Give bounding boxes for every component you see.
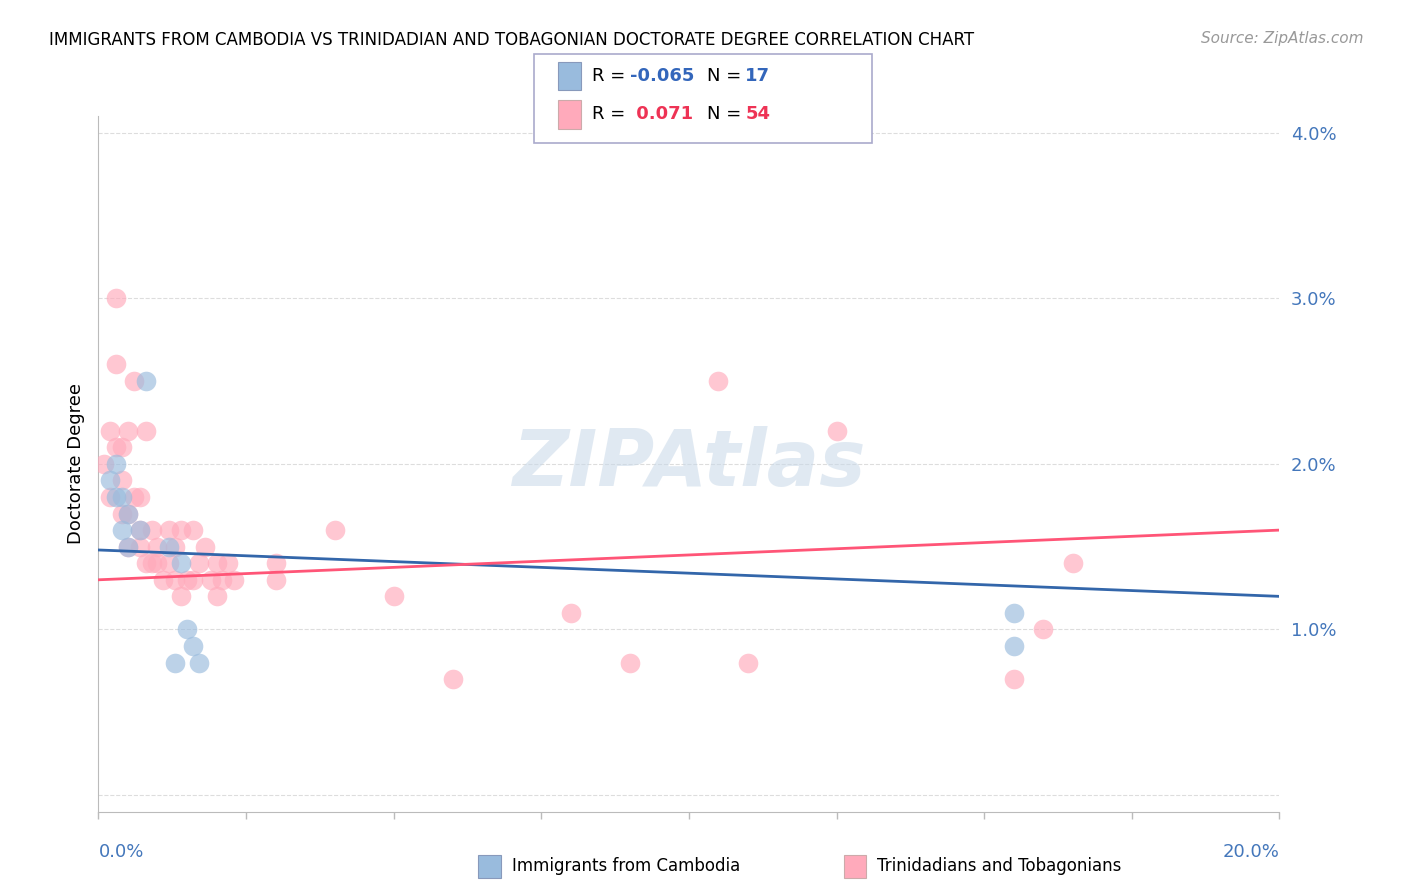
Point [128,540,150,554]
Text: 0.0%: 0.0% [98,843,143,861]
Point [105,358,128,372]
Point [128,490,150,504]
Point [165,540,187,554]
Point [619,656,641,670]
Point [98,424,121,438]
Point [111,523,134,537]
Point [1002,606,1025,620]
Point [737,656,759,670]
Point [176,623,198,637]
Point [181,523,204,537]
Point [105,291,128,305]
Point [128,523,150,537]
Point [825,424,848,438]
Point [1002,639,1025,653]
Point [117,424,139,438]
Point [1002,672,1025,686]
Point [105,457,128,471]
Text: N =: N = [707,67,747,85]
Point [211,573,233,587]
Point [105,490,128,504]
Point [111,440,134,454]
Point [181,573,204,587]
Point [1032,623,1054,637]
Point [146,556,169,570]
Point [117,507,139,521]
Point [135,556,157,570]
Point [117,507,139,521]
Point [205,556,228,570]
Point [187,556,209,570]
Point [441,672,464,686]
Point [135,374,157,388]
Point [122,490,145,504]
Point [200,573,222,587]
Point [176,573,198,587]
Point [157,556,180,570]
Point [141,523,163,537]
Text: Immigrants from Cambodia: Immigrants from Cambodia [512,857,740,875]
Text: ZIPAtlas: ZIPAtlas [512,425,866,502]
Text: Trinidadians and Tobagonians: Trinidadians and Tobagonians [877,857,1122,875]
Point [117,540,139,554]
Point [264,556,287,570]
Text: R =: R = [592,67,631,85]
Text: IMMIGRANTS FROM CAMBODIA VS TRINIDADIAN AND TOBAGONIAN DOCTORATE DEGREE CORRELAT: IMMIGRANTS FROM CAMBODIA VS TRINIDADIAN … [49,31,974,49]
Text: 54: 54 [745,105,770,123]
Point [152,573,174,587]
Point [98,490,121,504]
Point [170,523,193,537]
Point [117,540,139,554]
Point [217,556,239,570]
Point [105,440,128,454]
Point [323,523,346,537]
Point [146,540,169,554]
Point [224,573,246,587]
Point [560,606,582,620]
Point [205,590,228,604]
Text: N =: N = [707,105,747,123]
Text: -0.065: -0.065 [630,67,695,85]
Point [111,507,134,521]
Point [157,540,180,554]
Point [181,639,204,653]
Point [194,540,217,554]
Point [111,490,134,504]
Text: 0.071: 0.071 [630,105,693,123]
Point [1062,556,1084,570]
Text: Source: ZipAtlas.com: Source: ZipAtlas.com [1201,31,1364,46]
Point [264,573,287,587]
Point [157,523,180,537]
Point [98,474,121,488]
Point [707,374,730,388]
Text: 20.0%: 20.0% [1223,843,1279,861]
Point [165,656,187,670]
Point [170,590,193,604]
Point [187,656,209,670]
Point [128,523,150,537]
Y-axis label: Doctorate Degree: Doctorate Degree [66,384,84,544]
Point [382,590,405,604]
Point [170,556,193,570]
Text: 17: 17 [745,67,770,85]
Point [122,374,145,388]
Point [135,424,157,438]
Text: R =: R = [592,105,631,123]
Point [93,457,115,471]
Point [141,556,163,570]
Point [165,573,187,587]
Point [111,474,134,488]
